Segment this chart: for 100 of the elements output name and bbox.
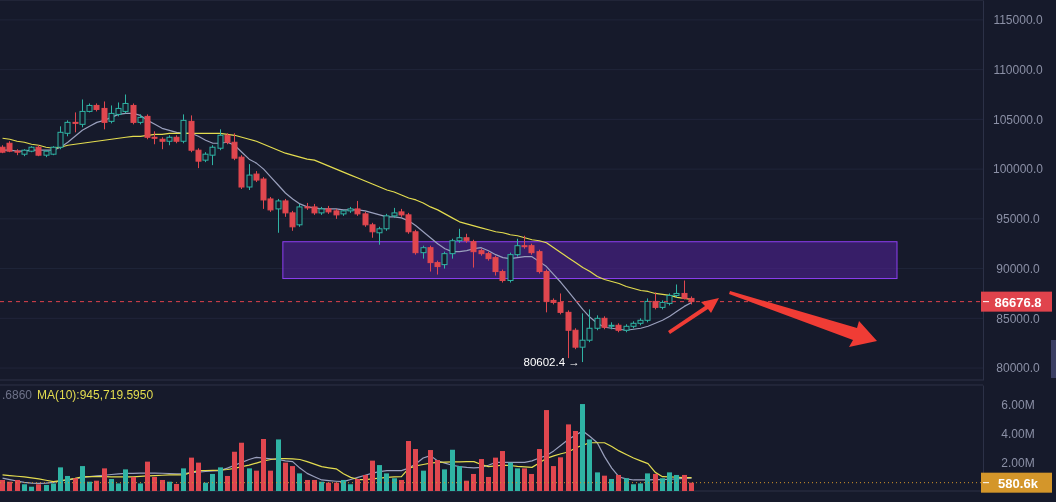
y-tick-label: 2.00M [1001,455,1035,470]
bar [319,481,324,491]
bar [87,481,92,491]
bar [312,479,317,491]
annotation: MA(10):945,719.5950 [37,388,154,402]
bar [587,439,592,491]
bar [631,484,636,491]
bar [602,475,607,491]
ref-line-label: 86676.8 [994,294,1042,310]
bar [471,473,476,491]
bar [225,475,230,491]
bar [580,404,585,491]
bar [573,430,578,491]
y-tick-label: 110000.0 [993,62,1043,77]
bar [450,449,455,491]
line-series [1,442,693,483]
bar [51,483,56,491]
bar [667,472,672,491]
bar [80,466,85,491]
bar [334,482,339,491]
bar [7,481,12,491]
bar [406,441,411,491]
bar [22,484,27,491]
bar [116,483,121,491]
bar [638,483,643,491]
bar [268,470,273,491]
bar [189,457,194,491]
bar [355,478,360,491]
y-tick-label: 4.00M [1001,427,1035,442]
bar [247,468,252,491]
annotation: .6860 [2,388,33,402]
candlestick [72,111,79,133]
y-tick-label: 105000.0 [992,112,1044,127]
candlestick [275,198,282,234]
bar [370,460,375,491]
bar [479,459,484,491]
bar [283,462,288,491]
bar [399,479,404,491]
bar [653,473,658,491]
bar [65,475,70,491]
bar [522,468,527,491]
bar [348,484,353,491]
y-tick-label: 6.00M [1001,398,1035,413]
bar [305,479,310,491]
bar [218,467,223,491]
bar [384,473,389,491]
candlestick [296,203,303,228]
bar [674,474,679,491]
y-tick-label: 90000.0 [996,261,1041,276]
bar [551,466,556,491]
bar [232,451,237,491]
ref-line-label: 580.6k [998,475,1039,491]
bar [261,439,266,491]
bar [152,476,157,491]
bar [428,450,433,491]
candlestick [246,163,253,191]
bar [566,424,571,491]
y-tick-label: 95000.0 [996,212,1041,227]
bar [36,484,41,491]
bar [203,482,208,491]
bar [326,482,331,491]
bar [239,442,244,491]
y-tick-label: 85000.0 [996,311,1041,326]
bar [138,483,143,491]
y-tick-label: 100000.0 [992,162,1044,177]
bar [457,466,462,491]
bar [508,462,513,491]
bar [435,460,440,491]
bar [544,410,549,491]
bar [341,479,346,491]
bar [486,476,491,491]
bar [210,473,215,491]
bar [689,482,694,491]
bar [464,480,469,491]
y-tick-label: 115000.0 [993,13,1043,28]
bar [500,451,505,491]
bar [44,484,49,491]
bar [123,469,128,491]
bar [595,472,600,491]
bar [15,479,20,491]
bar [392,478,397,491]
bar [181,468,186,491]
bar [537,449,542,491]
bar [558,457,563,491]
bar [645,473,650,491]
bar [174,483,179,491]
bar [529,473,534,491]
bar [196,462,201,491]
bar [109,478,114,491]
bar [609,478,614,491]
bar [297,473,302,491]
candlestick [180,113,187,144]
bar [145,461,150,491]
bar [167,481,172,491]
line-series [1,430,693,485]
bar [94,480,99,491]
bar [442,469,447,491]
bar [102,468,107,491]
bar [616,474,621,491]
bar [413,449,418,491]
